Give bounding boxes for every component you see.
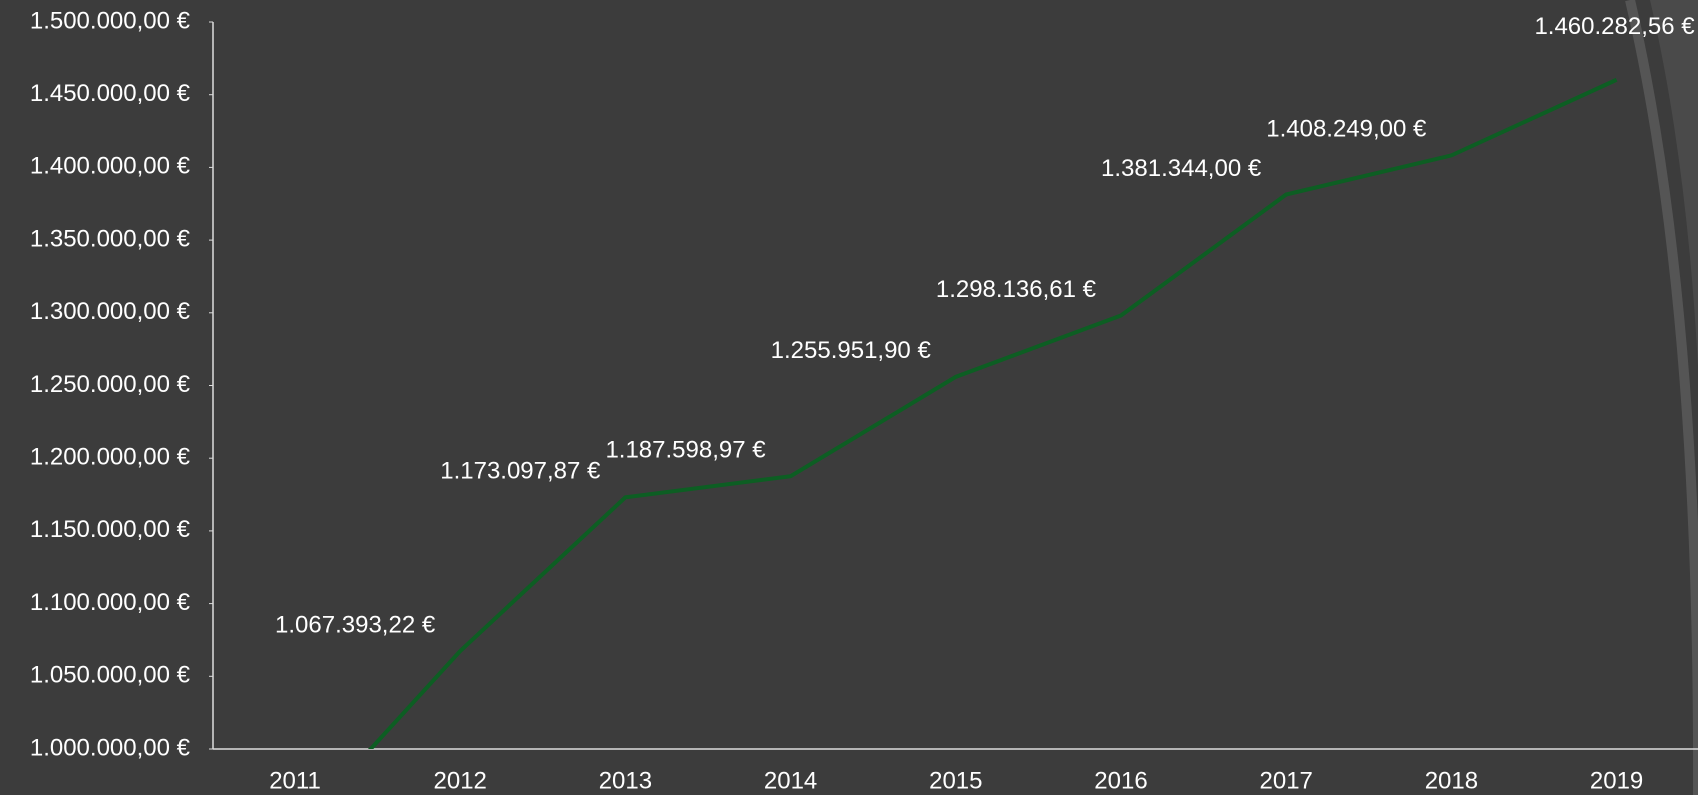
x-tick-label: 2017 (1260, 767, 1313, 794)
y-tick-label: 1.150.000,00 € (30, 516, 191, 543)
x-tick-label: 2014 (764, 767, 817, 794)
y-tick-label: 1.350.000,00 € (30, 225, 191, 252)
x-tick-label: 2018 (1425, 767, 1478, 794)
data-label: 1.298.136,61 € (936, 276, 1097, 303)
x-tick-label: 2011 (269, 767, 321, 794)
data-label: 1.173.097,87 € (440, 458, 601, 485)
x-tick-label: 2019 (1590, 767, 1643, 794)
y-tick-label: 1.000.000,00 € (30, 734, 191, 761)
x-tick-label: 2016 (1094, 767, 1147, 794)
data-label: 1.381.344,00 € (1101, 155, 1262, 182)
y-tick-label: 1.250.000,00 € (30, 371, 191, 398)
data-label: 1.255.951,90 € (771, 337, 932, 364)
data-label: 1.067.393,22 € (275, 611, 436, 638)
decor-arc-fill (1650, 0, 1698, 795)
decor-arc (1625, 0, 1698, 795)
y-tick-label: 1.450.000,00 € (30, 80, 191, 107)
y-tick-label: 1.050.000,00 € (30, 662, 191, 689)
line-series (367, 77, 1618, 749)
data-label: 1.408.249,00 € (1266, 116, 1427, 143)
y-tick-label: 1.100.000,00 € (30, 589, 191, 616)
data-label: 1.187.598,97 € (605, 437, 766, 464)
x-tick-label: 2015 (929, 767, 982, 794)
y-tick-label: 1.500.000,00 € (30, 7, 191, 34)
data-label: 1.460.282,56 € (1534, 13, 1695, 40)
x-tick-label: 2012 (434, 767, 487, 794)
y-tick-label: 1.200.000,00 € (30, 444, 191, 471)
y-tick-label: 1.300.000,00 € (30, 298, 191, 325)
x-tick-label: 2013 (599, 767, 652, 794)
y-tick-label: 1.400.000,00 € (30, 153, 191, 180)
